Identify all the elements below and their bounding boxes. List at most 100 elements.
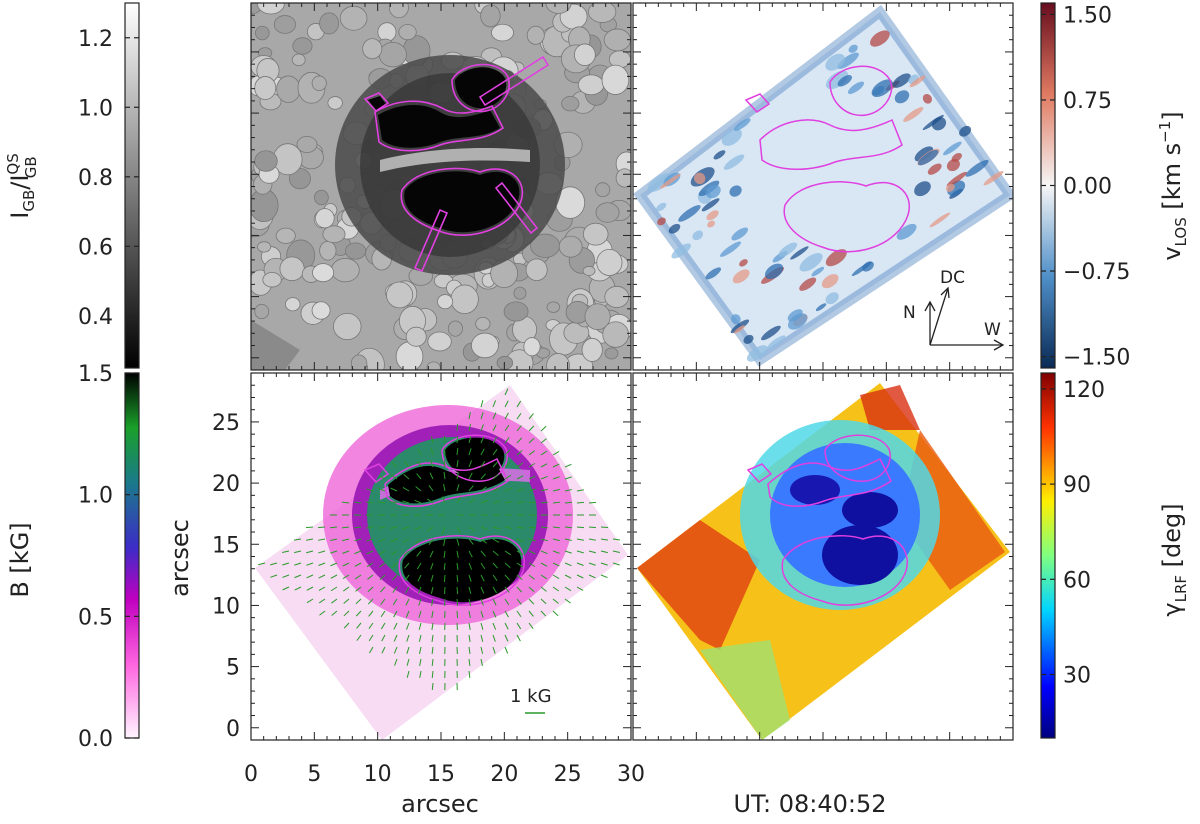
field-vector xyxy=(480,646,484,654)
inclination-dark-blue-south xyxy=(822,525,898,585)
field-vector xyxy=(355,598,362,605)
field-vector xyxy=(468,526,476,532)
field-vector xyxy=(540,501,549,504)
field-vector xyxy=(528,450,535,456)
field-vector xyxy=(492,400,497,408)
field-vector xyxy=(564,526,573,529)
y-tick-label: 25 xyxy=(212,411,240,436)
field-vector xyxy=(480,473,486,480)
field-vector xyxy=(480,562,486,570)
field-vector xyxy=(516,475,524,480)
field-vector xyxy=(282,562,290,566)
granule xyxy=(596,249,623,276)
field-vector xyxy=(576,501,585,504)
field-vector xyxy=(504,412,509,420)
field-vector xyxy=(431,646,434,655)
field-vector xyxy=(468,670,471,679)
granule xyxy=(427,331,452,352)
granule xyxy=(526,25,545,45)
field-vector xyxy=(318,562,326,566)
field-vector xyxy=(492,562,499,569)
granule xyxy=(262,272,282,288)
field-vector xyxy=(367,586,374,593)
field-vector xyxy=(480,586,485,594)
velocity-map-edge xyxy=(633,4,1013,367)
field-vector xyxy=(443,562,446,571)
field-vector xyxy=(516,586,523,593)
field-vector xyxy=(367,598,374,605)
intensity-corner-blank xyxy=(251,320,300,370)
field-vector xyxy=(576,562,584,566)
x-axis-label: arcsec xyxy=(401,790,479,818)
field-vector xyxy=(356,634,362,641)
velocity-blob xyxy=(732,269,750,284)
velocity-blob xyxy=(761,325,781,341)
field-vector xyxy=(330,562,338,567)
granule xyxy=(314,189,329,206)
velocity-blob xyxy=(778,242,798,257)
velocity-blob xyxy=(787,309,803,322)
field-vector xyxy=(540,538,548,542)
field-vector xyxy=(380,598,386,605)
field-vector xyxy=(552,550,560,554)
granule xyxy=(496,355,514,370)
colorbar-tick-label: 0.00 xyxy=(1063,175,1112,200)
velocity-blob xyxy=(943,141,962,156)
granule xyxy=(296,135,318,153)
inclination-colorbar-label: γLRF [deg] xyxy=(1158,503,1190,616)
field-vector xyxy=(380,610,386,618)
granule xyxy=(582,265,596,276)
field-vector xyxy=(270,562,278,566)
field-vector xyxy=(480,610,484,618)
field-vector xyxy=(417,574,422,582)
field-vector xyxy=(342,550,350,554)
x-tick-label: 30 xyxy=(617,762,645,787)
field-vector xyxy=(417,448,422,456)
velocity-blob xyxy=(730,319,750,334)
velocity-blob xyxy=(692,230,704,241)
colorbar-tick-label: 1.2 xyxy=(78,27,113,52)
field-vector xyxy=(480,622,484,630)
field-vector xyxy=(428,484,434,492)
field-vector xyxy=(318,538,326,541)
field-vector xyxy=(330,538,338,541)
field-vector xyxy=(480,500,488,504)
granule xyxy=(254,76,277,100)
velocity-blob xyxy=(815,303,827,312)
field-vector xyxy=(528,475,536,480)
field-vector xyxy=(492,424,497,432)
velocity-blob xyxy=(914,181,931,197)
field-vector xyxy=(492,622,497,630)
intensity-colorbar-frame xyxy=(124,2,140,369)
field-vector xyxy=(356,622,362,629)
field-vector xyxy=(366,501,374,504)
field-vector xyxy=(588,526,597,529)
field-vector xyxy=(540,598,547,605)
granule xyxy=(350,354,368,370)
velocity-blob xyxy=(837,74,852,87)
field-vector xyxy=(381,634,386,642)
field-vector xyxy=(330,586,338,592)
field-vector xyxy=(294,574,302,579)
y-tick-label: 5 xyxy=(226,656,240,681)
inclination-contours xyxy=(746,434,908,606)
velocity-blob xyxy=(945,183,955,192)
velocity-blob xyxy=(746,345,768,362)
field-vector xyxy=(492,526,500,530)
umbra-contours xyxy=(363,63,524,236)
field-vector xyxy=(431,634,434,643)
field-vector xyxy=(342,538,350,542)
granule xyxy=(275,227,296,244)
velocity-blob xyxy=(668,223,681,234)
field-vector xyxy=(318,598,326,604)
granule xyxy=(577,74,605,96)
field-vector xyxy=(441,526,446,534)
velocity-blob xyxy=(733,118,751,131)
field-vector xyxy=(390,526,398,530)
velocity-blob xyxy=(656,202,667,212)
field-vector xyxy=(443,459,446,468)
intensity-colorbar-bar xyxy=(125,3,139,368)
slit-boxes xyxy=(413,55,550,273)
field-vector xyxy=(417,586,422,594)
